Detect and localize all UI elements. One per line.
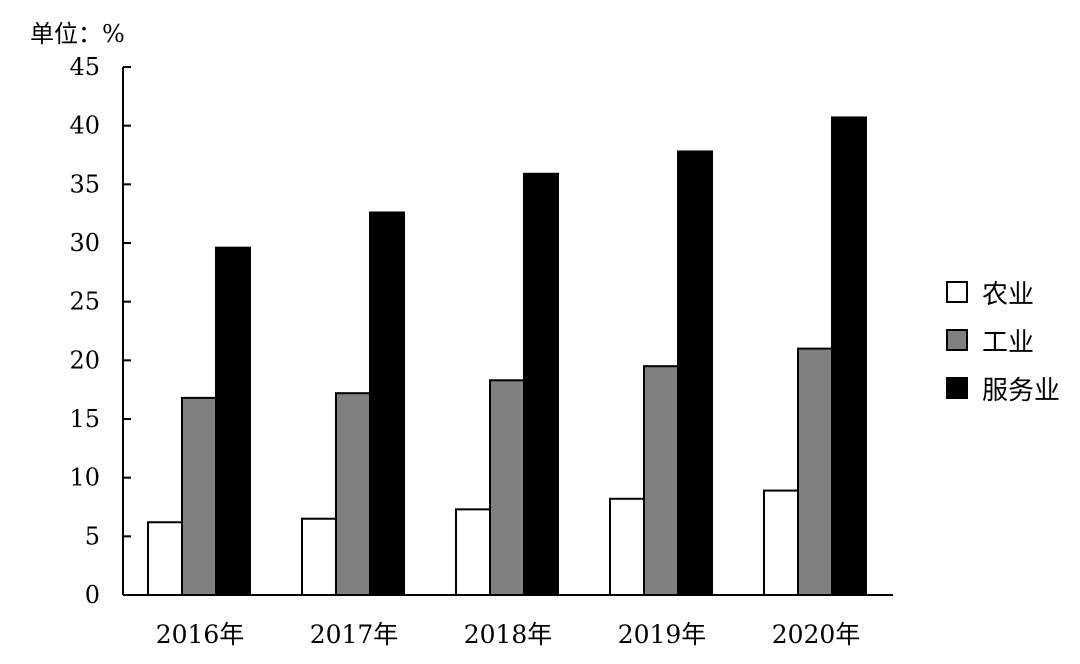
bar-services xyxy=(215,246,251,596)
legend-item-industry: 工业 xyxy=(946,316,1060,364)
legend: 农业 工业 服务业 xyxy=(946,268,1060,412)
unit-label: 单位：% xyxy=(30,20,125,48)
bar-agriculture xyxy=(147,521,183,597)
bar-industry xyxy=(797,347,833,596)
x-tick-label: 2018年 xyxy=(464,620,553,649)
legend-swatch-agriculture xyxy=(946,281,968,303)
bar-industry xyxy=(489,379,525,596)
y-tick-label: 25 xyxy=(69,288,100,316)
x-tick-label: 2020年 xyxy=(772,620,861,649)
y-tick-label: 5 xyxy=(85,522,100,550)
x-tick-label: 2016年 xyxy=(156,620,245,649)
x-tick-label: 2019年 xyxy=(618,620,707,649)
bar-industry xyxy=(335,392,371,597)
bar-services xyxy=(523,172,559,596)
legend-label-services: 服务业 xyxy=(982,375,1061,406)
bar-agriculture xyxy=(609,497,645,596)
legend-label-agriculture: 农业 xyxy=(982,279,1035,310)
x-tick-label: 2017年 xyxy=(310,620,399,649)
legend-label-industry: 工业 xyxy=(982,327,1035,358)
bar-services xyxy=(677,150,713,596)
legend-item-services: 服务业 xyxy=(946,364,1060,412)
bar-agriculture xyxy=(455,508,491,597)
bar-industry xyxy=(643,365,679,597)
y-tick-label: 10 xyxy=(69,464,100,492)
legend-item-agriculture: 农业 xyxy=(946,268,1060,316)
y-tick-label: 30 xyxy=(69,229,100,257)
legend-swatch-industry xyxy=(946,329,968,351)
bar-agriculture xyxy=(763,489,799,596)
y-tick-label: 15 xyxy=(69,405,100,433)
bar-industry xyxy=(181,396,217,596)
legend-swatch-services xyxy=(946,377,968,399)
bar-services xyxy=(369,211,405,596)
y-tick-label: 45 xyxy=(69,53,100,81)
y-tick-label: 0 xyxy=(85,581,100,609)
y-tick-label: 20 xyxy=(69,346,100,374)
bar-agriculture xyxy=(301,517,337,597)
y-tick-label: 35 xyxy=(69,170,100,198)
bar-services xyxy=(831,116,867,596)
y-tick-label: 40 xyxy=(69,112,100,140)
